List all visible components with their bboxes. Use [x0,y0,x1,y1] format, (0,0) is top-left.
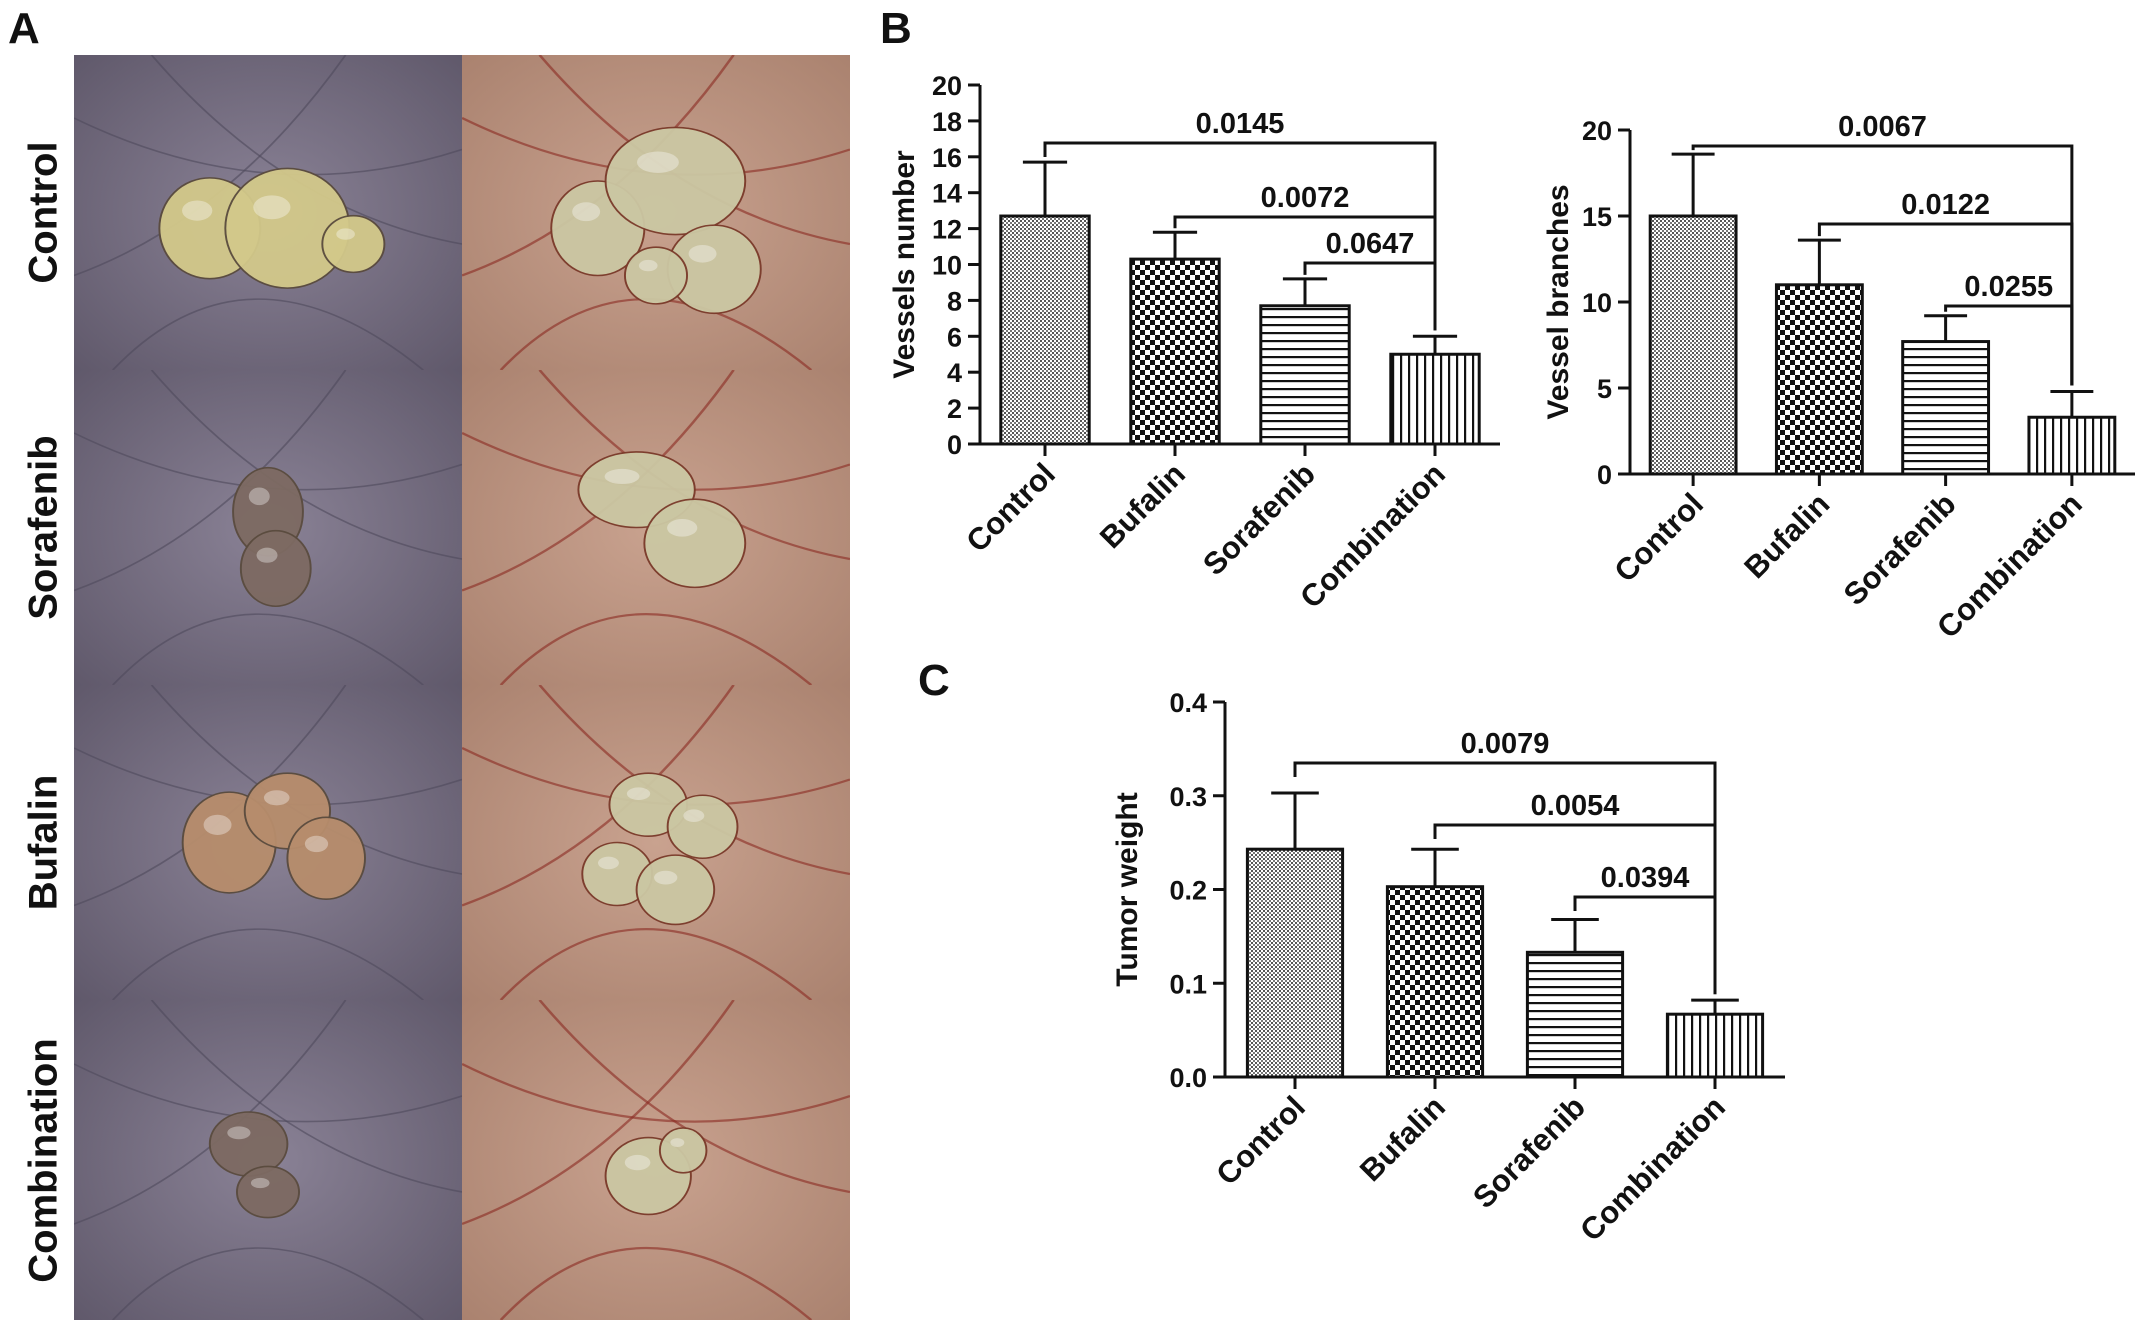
p-value-label: 0.0394 [1601,862,1690,894]
tumor-photo-bufalin-right [462,685,850,1000]
x-category-label: Sorafenib [1837,486,1963,612]
y-tick-label: 18 [932,107,962,137]
p-value-label: 0.0122 [1901,189,1990,221]
vessel-branches-chart: 0 5 10 15 20 Vessel branches Control Bufalin Sor… [1540,100,2150,680]
x-category-label: Bufalin [1353,1089,1452,1188]
x-category-label: Combination [1573,1089,1732,1248]
y-tick-label: 16 [932,143,962,173]
x-category-label: Control [1209,1089,1312,1192]
bar-sorafenib [1901,340,1991,476]
y-tick-label: 6 [947,322,962,352]
y-tick-label: 14 [932,179,962,209]
y-tick-label: 4 [947,358,962,388]
y-tick-label: 0 [1597,460,1612,490]
row-label-sorafenib: Sorafenib [21,435,66,620]
tumor-photo-sorafenib-right [462,370,850,685]
bar-bufalin [1129,257,1221,446]
y-axis-label: Vessels number [888,150,921,379]
panel-letter-c: C [918,656,950,705]
p-value-label: 0.0072 [1261,182,1350,214]
p-value-label: 0.0255 [1964,271,2053,303]
y-tick-label: 12 [932,215,962,245]
y-tick-label: 0 [947,430,962,460]
tumor-photo-combination-left [74,1000,462,1320]
bar-bufalin [1385,885,1485,1079]
p-value-label: 0.0145 [1196,108,1285,140]
tumor-weight-chart: 0.0 0.1 0.2 0.3 0.4 Tumor weight Control Bufali… [1111,688,1795,1330]
vessels-number-chart: 0 2 4 6 8 10 12 14 16 18 20 Vessels number Control Bu… [880,60,1520,680]
bar-control [1245,847,1345,1079]
p-value-label: 0.0079 [1461,728,1550,760]
bar-control [999,214,1091,446]
y-tick-label: 10 [932,251,962,281]
y-tick-label: 8 [947,286,962,316]
bar-combination [1665,1012,1765,1079]
row-label-combination: Combination [21,1037,66,1283]
row-label-control: Control [21,141,66,284]
bar-control [1648,214,1738,476]
bar-combination [2027,415,2117,476]
comparison-bracket [1944,304,2074,386]
panel-letter-a: A [8,4,40,53]
tumor-photo-bufalin-left [74,685,462,1000]
y-tick-label: 20 [1582,116,1612,146]
vessel-branches-svg: 0 5 10 15 20 Vessel branches Control Bufalin Sor… [1542,111,2135,645]
p-value-label: 0.0647 [1326,228,1415,260]
y-tick-label: 15 [1582,202,1612,232]
vessels-number-svg: 0 2 4 6 8 10 12 14 16 18 20 Vessels number Control Bu… [888,71,1500,615]
comparison-bracket [1303,261,1437,331]
y-axis-label: Vessel branches [1542,184,1575,419]
x-category-label: Control [959,456,1062,559]
y-tick-label: 10 [1582,288,1612,318]
y-tick-label: 5 [1597,374,1612,404]
y-axis-label: Tumor weight [1111,792,1144,986]
y-tick-label: 20 [932,71,962,101]
bar-combination [1389,352,1481,446]
bar-sorafenib [1525,950,1625,1079]
x-category-label: Sorafenib [1196,456,1322,582]
y-tick-label: 0.0 [1169,1063,1207,1093]
y-tick-label: 0.4 [1169,688,1207,718]
y-tick-label: 0.1 [1169,969,1207,999]
x-category-label: Bufalin [1093,456,1192,555]
x-category-label: Control [1607,486,1710,589]
bar-bufalin [1774,283,1864,476]
row-label-bufalin: Bufalin [21,774,66,911]
tumor-weight-svg: 0.0 0.1 0.2 0.3 0.4 Tumor weight Control Bufali… [1111,688,1785,1248]
tumor-photo-control-right [462,55,850,370]
tumor-photo-combination-right [462,1000,850,1320]
panel-letter-b: B [880,4,912,53]
y-tick-label: 0.3 [1169,782,1207,812]
y-tick-label: 0.2 [1169,876,1207,906]
p-value-label: 0.0067 [1838,111,1927,143]
bar-sorafenib [1259,304,1351,446]
tumor-photo-control-left [74,55,462,370]
p-value-label: 0.0054 [1531,790,1620,822]
y-tick-label: 2 [947,394,962,424]
tumor-photo-sorafenib-left [74,370,462,685]
x-category-label: Bufalin [1737,486,1836,585]
x-category-label: Sorafenib [1466,1089,1592,1215]
comparison-bracket [1691,144,2074,386]
comparison-bracket [1573,895,1717,995]
